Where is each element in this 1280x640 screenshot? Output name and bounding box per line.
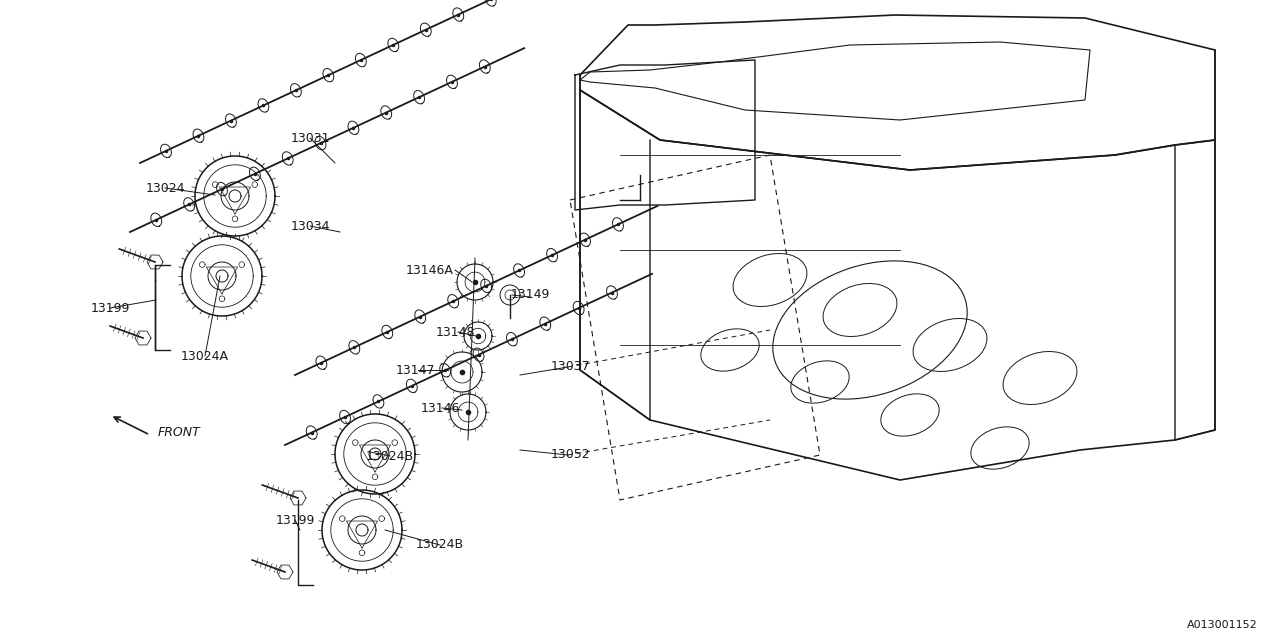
Text: 13034: 13034 — [291, 220, 330, 232]
Text: 13037: 13037 — [550, 360, 590, 374]
Text: 13031: 13031 — [291, 131, 330, 145]
Text: 13199: 13199 — [91, 301, 129, 314]
Text: 13149: 13149 — [511, 289, 549, 301]
Text: 13024B: 13024B — [416, 538, 465, 552]
Text: 13147: 13147 — [396, 364, 435, 376]
Text: 13148: 13148 — [435, 326, 475, 339]
Text: 13052: 13052 — [550, 449, 590, 461]
Text: FRONT: FRONT — [157, 426, 201, 438]
Text: 13024A: 13024A — [180, 349, 229, 362]
Text: 13146: 13146 — [420, 401, 460, 415]
Text: 13146A: 13146A — [406, 264, 454, 276]
Text: A013001152: A013001152 — [1188, 620, 1258, 630]
Text: 13024B: 13024B — [366, 449, 413, 463]
Text: 13199: 13199 — [275, 513, 315, 527]
Text: 13024: 13024 — [145, 182, 184, 195]
